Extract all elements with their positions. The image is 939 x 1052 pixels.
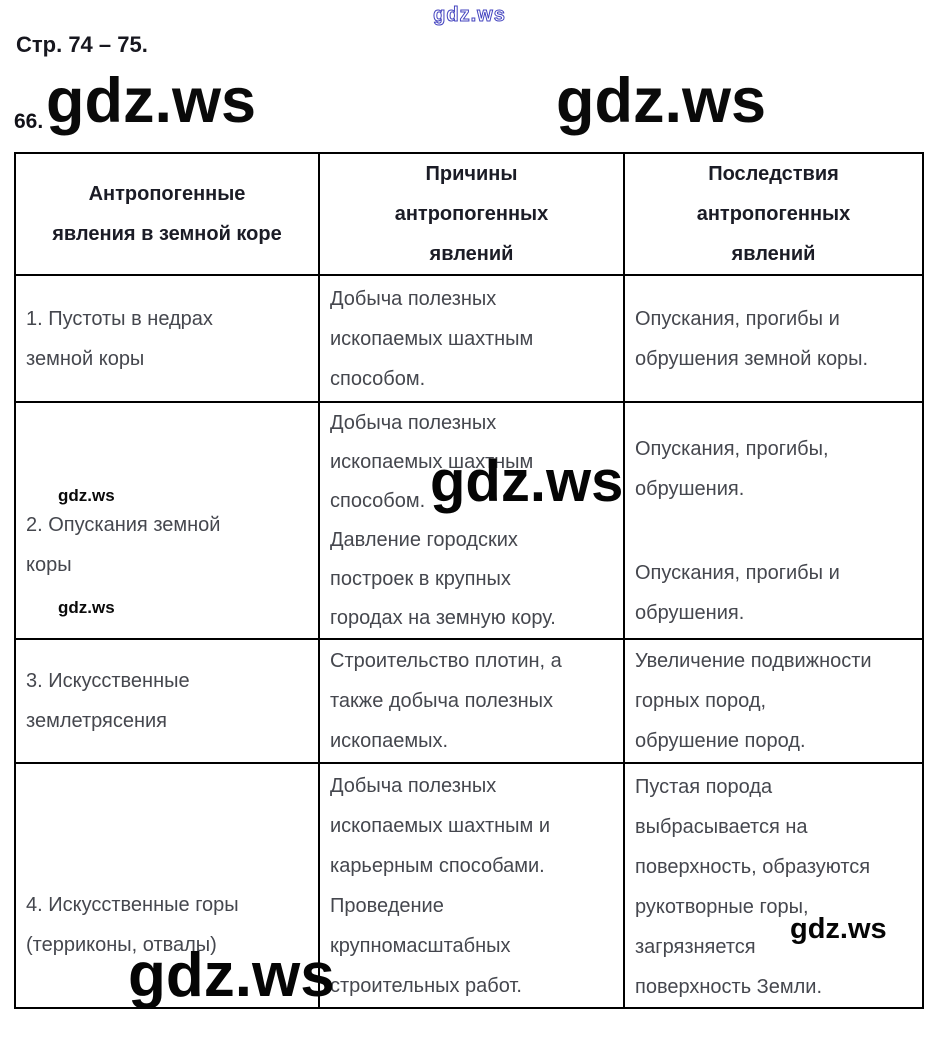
table-row-2: gdz.ws 2. Опускания земной коры gdz.ws Д…	[14, 401, 924, 640]
row1-phenomenon-text: 1. Пустоты в недрах земной коры	[26, 307, 213, 370]
header-label-causes: Причины антропогенных явлений	[394, 163, 549, 265]
top-watermark: gdz.ws	[433, 4, 506, 27]
row2-phenomenon-text: 2. Опускания земной коры	[26, 513, 221, 576]
row2-consequences-text-1: Опускания, прогибы, обрушения.	[635, 437, 829, 500]
row4-causes-cell: Добыча полезных ископаемых шахтным и кар…	[318, 762, 625, 1009]
answers-table: Антропогенные явления в земной коре Прич…	[14, 152, 924, 1009]
table-row-3: 3. Искусственные землетрясения Строитель…	[14, 638, 924, 764]
row4-causes-text: Добыча полезных ископаемых шахтным и кар…	[330, 774, 551, 997]
row4-consequences-text: Пустая порода выбрасывается на поверхнос…	[635, 775, 871, 998]
row1-causes-cell: Добыча полезных ископаемых шахтным спосо…	[318, 274, 625, 403]
table-row-4: 4. Искусственные горы (терриконы, отвалы…	[14, 762, 924, 1009]
watermark-large-right: gdz.ws	[556, 66, 767, 136]
row2-causes-cell: Добыча полезных ископаемых шахтным спосо…	[318, 401, 625, 640]
header-label-phenomena: Антропогенные явления в земной коре	[52, 183, 282, 245]
row2-watermark-small-bottom: gdz.ws	[58, 597, 115, 617]
row4-phenomenon-watermark: gdz.ws	[128, 940, 335, 1010]
header-cell-causes: Причины антропогенных явлений	[318, 152, 625, 276]
row3-consequences-cell: Увеличение подвижности горных пород, обр…	[623, 638, 924, 764]
header-cell-phenomena: Антропогенные явления в земной коре	[14, 152, 320, 276]
row3-phenomenon-cell: 3. Искусственные землетрясения	[14, 638, 320, 764]
table-header-row: Антропогенные явления в земной коре Прич…	[14, 152, 924, 276]
row1-causes-text: Добыча полезных ископаемых шахтным спосо…	[330, 287, 534, 390]
row2-watermark-small-top: gdz.ws	[58, 485, 115, 505]
row1-consequences-text: Опускания, прогибы и обрушения земной ко…	[635, 307, 869, 370]
row2-consequences-text-2: Опускания, прогибы и обрушения.	[635, 561, 840, 624]
row2-consequences-cell: Опускания, прогибы, обрушения. Опускания…	[623, 401, 924, 640]
row1-consequences-cell: Опускания, прогибы и обрушения земной ко…	[623, 274, 924, 403]
row3-causes-text: Строительство плотин, а также добыча пол…	[330, 650, 562, 752]
row2-causes-watermark: gdz.ws	[430, 449, 624, 514]
header-label-consequences: Последствия антропогенных явлений	[696, 163, 851, 265]
table-row-1: 1. Пустоты в недрах земной коры Добыча п…	[14, 274, 924, 403]
page-reference: Стр. 74 – 75.	[16, 32, 148, 57]
row2-phenomenon-cell: gdz.ws 2. Опускания земной коры gdz.ws	[14, 401, 320, 640]
row3-consequences-text: Увеличение подвижности горных пород, обр…	[635, 650, 872, 752]
exercise-number: 66.	[14, 110, 44, 133]
row2-causes-text: Добыча полезных ископаемых шахтным спосо…	[330, 412, 556, 629]
header-cell-consequences: Последствия антропогенных явлений	[623, 152, 924, 276]
row4-consequences-cell: Пустая порода выбрасывается на поверхнос…	[623, 762, 924, 1009]
row4-consequences-watermark: gdz.ws	[790, 912, 887, 945]
row3-causes-cell: Строительство плотин, а также добыча пол…	[318, 638, 625, 764]
row4-phenomenon-text: 4. Искусственные горы (терриконы, отвалы…	[26, 893, 239, 956]
row3-phenomenon-text: 3. Искусственные землетрясения	[26, 670, 190, 732]
row1-phenomenon-cell: 1. Пустоты в недрах земной коры	[14, 274, 320, 403]
row4-phenomenon-cell: 4. Искусственные горы (терриконы, отвалы…	[14, 762, 335, 1009]
watermark-large-left: gdz.ws	[46, 66, 257, 136]
